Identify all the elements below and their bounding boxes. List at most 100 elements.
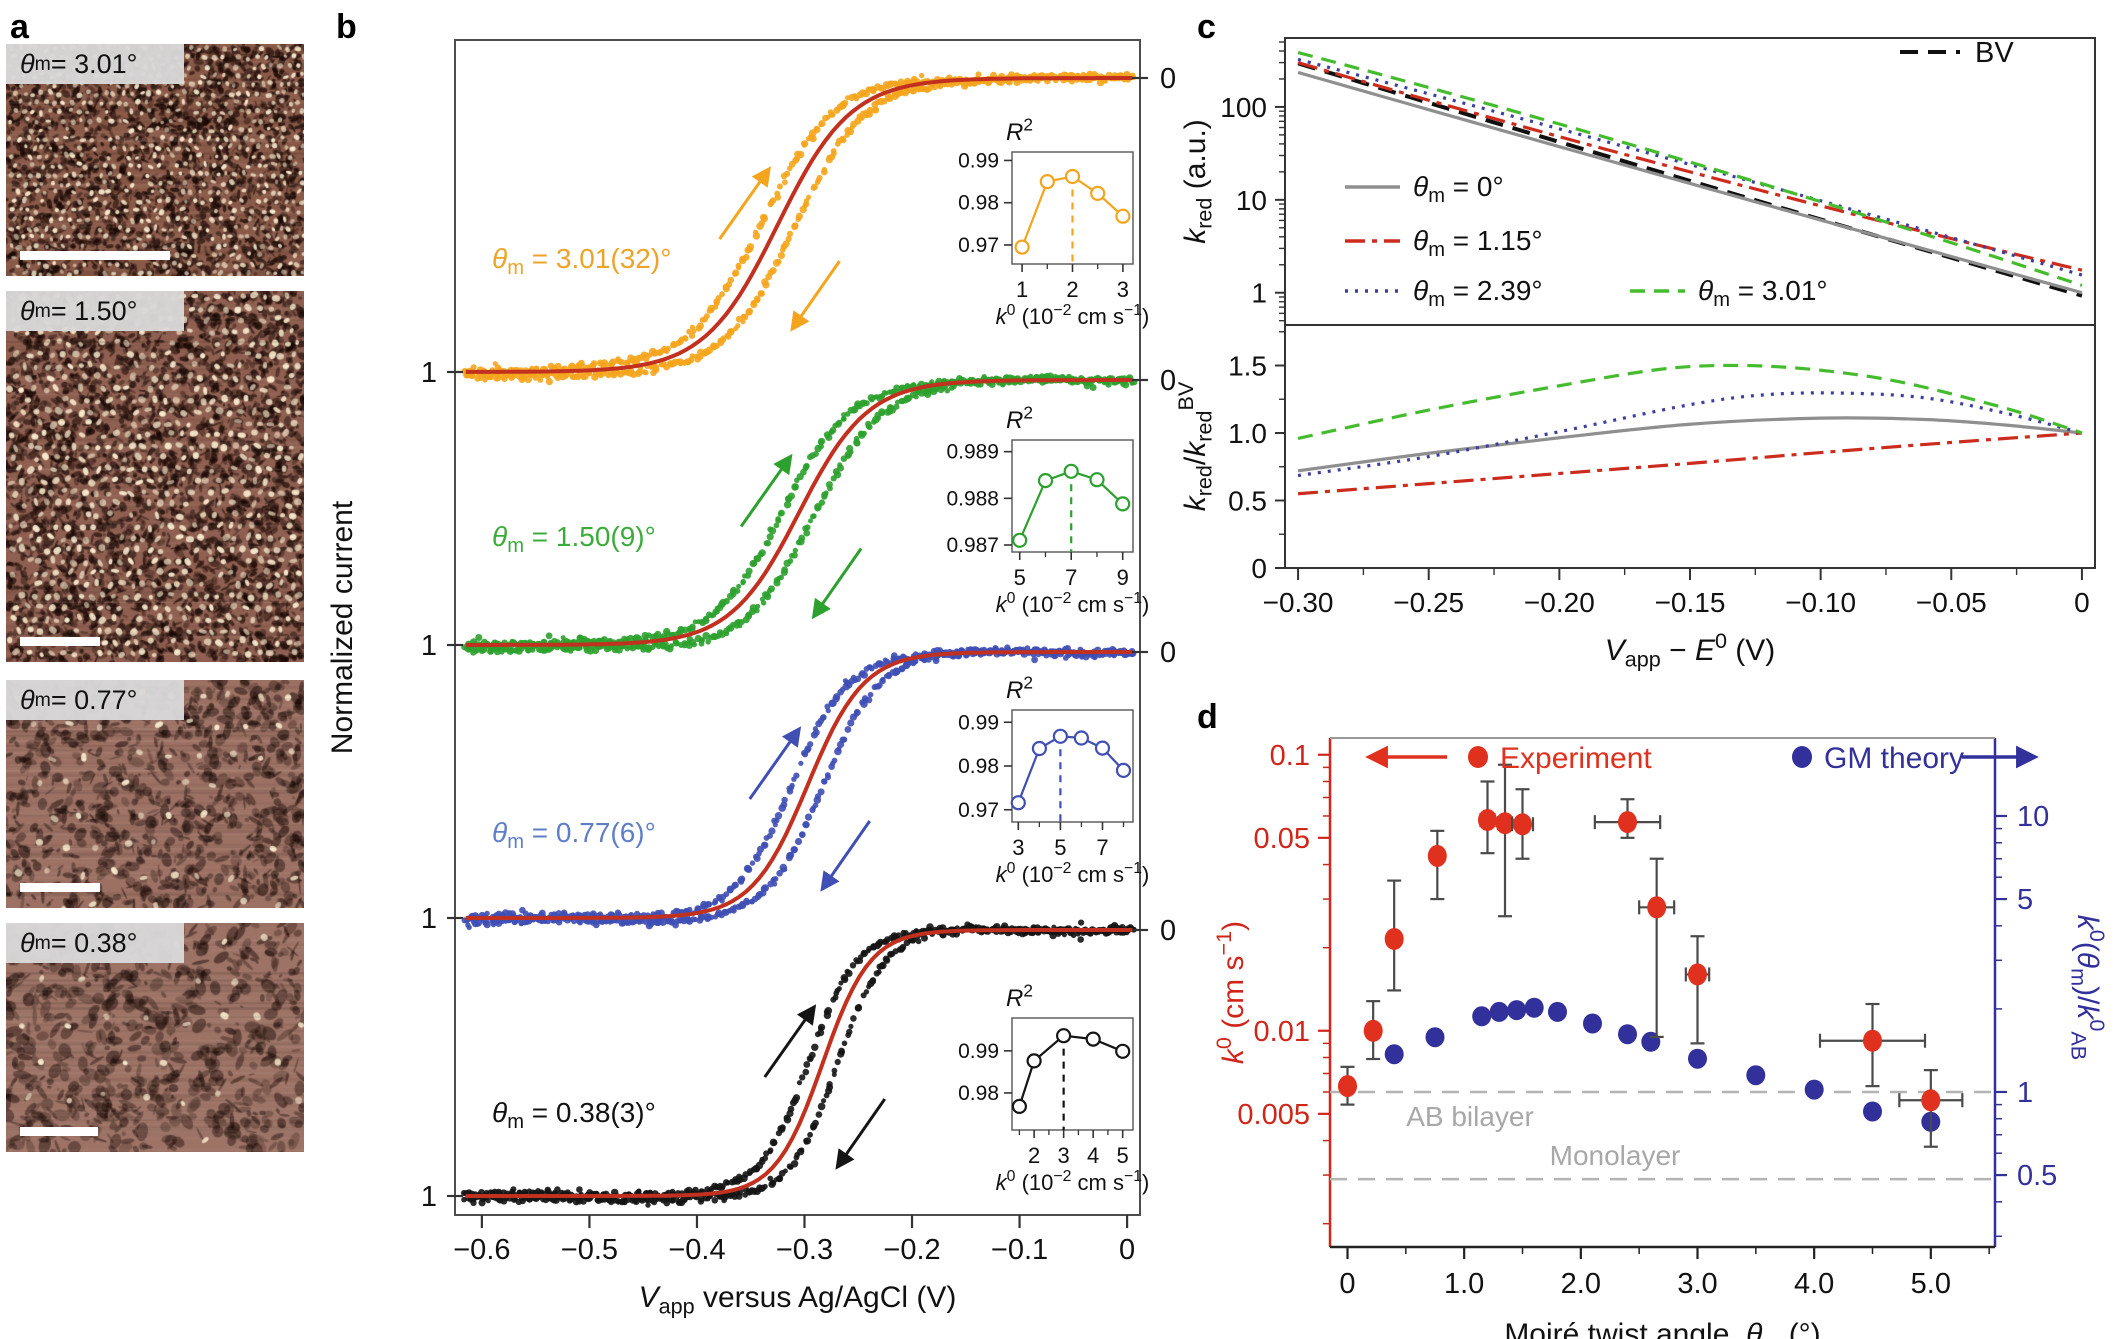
- svg-text:0.99: 0.99: [958, 711, 999, 734]
- svg-text:4.0: 4.0: [1794, 1268, 1834, 1300]
- svg-text:−0.5: −0.5: [561, 1234, 618, 1266]
- svg-text:1: 1: [421, 630, 437, 662]
- svg-text:k0 (cm s−1): k0 (cm s−1): [1211, 921, 1250, 1064]
- svg-text:kred (a.u.): kred (a.u.): [1179, 119, 1217, 244]
- svg-text:Vapp versus Ag/AgCl (V): Vapp versus Ag/AgCl (V): [639, 1281, 957, 1319]
- svg-text:0.97: 0.97: [958, 799, 999, 822]
- svg-text:Monolayer: Monolayer: [1550, 1140, 1681, 1171]
- svg-text:Moiré twist angle, θm (°): Moiré twist angle, θm (°): [1504, 1318, 1820, 1339]
- svg-text:1.5: 1.5: [1228, 351, 1267, 382]
- svg-text:5.0: 5.0: [1911, 1268, 1951, 1300]
- svg-text:1: 1: [1251, 278, 1267, 309]
- scale-bar: [20, 637, 100, 646]
- svg-text:0.98: 0.98: [958, 755, 999, 778]
- svg-text:3: 3: [1012, 835, 1024, 860]
- svg-text:4: 4: [1087, 1143, 1099, 1168]
- svg-text:−0.3: −0.3: [776, 1234, 833, 1266]
- panel-b-letter: b: [336, 8, 357, 46]
- svg-text:0.05: 0.05: [1254, 823, 1310, 855]
- svg-text:100: 100: [1220, 92, 1267, 123]
- svg-text:θm = 3.01°: θm = 3.01°: [1698, 275, 1828, 311]
- svg-text:GM theory: GM theory: [1824, 742, 1964, 775]
- svg-text:3: 3: [1117, 277, 1129, 302]
- svg-text:0: 0: [1160, 915, 1176, 947]
- svg-text:0.988: 0.988: [946, 487, 999, 510]
- svg-text:2.0: 2.0: [1561, 1268, 1601, 1300]
- svg-text:R2: R2: [1006, 980, 1033, 1012]
- svg-text:7: 7: [1065, 565, 1077, 590]
- panel-c-chart: 100 10 1 kred (a.u.) θm = 0° θm = 1.15° θm = 2…: [1173, 37, 2096, 672]
- svg-text:5: 5: [1117, 1143, 1129, 1168]
- svg-text:0: 0: [1251, 553, 1267, 584]
- svg-text:2: 2: [1066, 277, 1078, 302]
- svg-text:5: 5: [2017, 884, 2033, 916]
- svg-text:−0.05: −0.05: [1916, 587, 1987, 618]
- svg-text:R2: R2: [1006, 672, 1033, 704]
- svg-text:0.5: 0.5: [2017, 1160, 2057, 1192]
- svg-text:k0(θm)/k0AB: k0(θm)/k0AB: [2066, 915, 2110, 1060]
- svg-text:k0 (10−2 cm s−1): k0 (10−2 cm s−1): [996, 860, 1150, 887]
- svg-text:9: 9: [1117, 565, 1129, 590]
- panel-d-letter: d: [1197, 698, 1218, 736]
- svg-text:−0.10: −0.10: [1785, 587, 1856, 618]
- svg-text:0.01: 0.01: [1254, 1016, 1310, 1048]
- r2-inset-0: 1 2 3 0.97 0.98 0.99 R2 k0 (10−2 cm s−1): [958, 114, 1149, 329]
- svg-text:k0 (10−2 cm s−1): k0 (10−2 cm s−1): [996, 590, 1150, 617]
- svg-text:0: 0: [1119, 1234, 1135, 1266]
- svg-text:−0.15: −0.15: [1655, 587, 1726, 618]
- svg-text:k0 (10−2 cm s−1): k0 (10−2 cm s−1): [996, 302, 1150, 329]
- svg-text:1.0: 1.0: [1444, 1268, 1484, 1300]
- panel-a-letter: a: [10, 8, 29, 46]
- panel-b-chart: −0.6 −0.5 −0.4 −0.3 −0.2 −0.1 0 Vapp versus Ag/…: [326, 39, 1176, 1319]
- svg-text:0.99: 0.99: [958, 1040, 999, 1063]
- svg-text:1: 1: [421, 903, 437, 935]
- svg-text:5: 5: [1014, 565, 1026, 590]
- svg-text:0.989: 0.989: [946, 441, 999, 464]
- svg-text:Normalized current: Normalized current: [326, 500, 359, 754]
- stm-canvas: [6, 291, 304, 662]
- svg-text:3.0: 3.0: [1677, 1268, 1717, 1300]
- svg-text:θm = 0.38(3)°: θm = 0.38(3)°: [492, 1097, 656, 1133]
- svg-text:1.0: 1.0: [1228, 418, 1267, 449]
- svg-text:0: 0: [1339, 1268, 1355, 1300]
- svg-text:0: 0: [1160, 63, 1176, 95]
- svg-text:0.97: 0.97: [958, 234, 999, 257]
- svg-text:0.005: 0.005: [1237, 1099, 1310, 1131]
- svg-text:0.98: 0.98: [958, 192, 999, 215]
- svg-text:Vapp − E0 (V): Vapp − E0 (V): [1605, 628, 1776, 672]
- svg-text:0.99: 0.99: [958, 149, 999, 172]
- svg-text:θm = 1.50(9)°: θm = 1.50(9)°: [492, 521, 656, 557]
- r2-inset-2: 3 5 7 0.97 0.98 0.99 R2 k0 (10−2 cm s−1): [958, 672, 1149, 887]
- svg-text:−0.2: −0.2: [883, 1234, 940, 1266]
- svg-text:0: 0: [1160, 637, 1176, 669]
- svg-text:3: 3: [1058, 1143, 1070, 1168]
- svg-text:−0.1: −0.1: [991, 1234, 1048, 1266]
- svg-text:kred/kredBV: kred/kredBV: [1173, 381, 1217, 511]
- svg-text:0.5: 0.5: [1228, 486, 1267, 517]
- svg-text:1: 1: [421, 357, 437, 389]
- svg-text:R2: R2: [1006, 114, 1033, 146]
- svg-text:BV: BV: [1975, 37, 2014, 69]
- svg-text:−0.20: −0.20: [1524, 587, 1595, 618]
- svg-text:−0.25: −0.25: [1393, 587, 1464, 618]
- scale-bar: [20, 883, 100, 892]
- svg-text:R2: R2: [1006, 402, 1033, 434]
- svg-text:θm = 0.77(6)°: θm = 0.77(6)°: [492, 817, 656, 853]
- svg-text:k0 (10−2 cm s−1): k0 (10−2 cm s−1): [996, 1168, 1150, 1195]
- svg-text:0.1: 0.1: [1270, 740, 1310, 772]
- svg-text:1: 1: [421, 1181, 437, 1213]
- svg-text:10: 10: [1236, 185, 1267, 216]
- svg-text:7: 7: [1096, 835, 1108, 860]
- r2-inset-3: 2 3 4 5 0.98 0.99 R2 k0 (10−2 cm s−1): [958, 980, 1149, 1195]
- svg-text:0: 0: [2074, 587, 2090, 618]
- svg-text:Experiment: Experiment: [1500, 742, 1652, 775]
- svg-text:−0.30: −0.30: [1263, 587, 1334, 618]
